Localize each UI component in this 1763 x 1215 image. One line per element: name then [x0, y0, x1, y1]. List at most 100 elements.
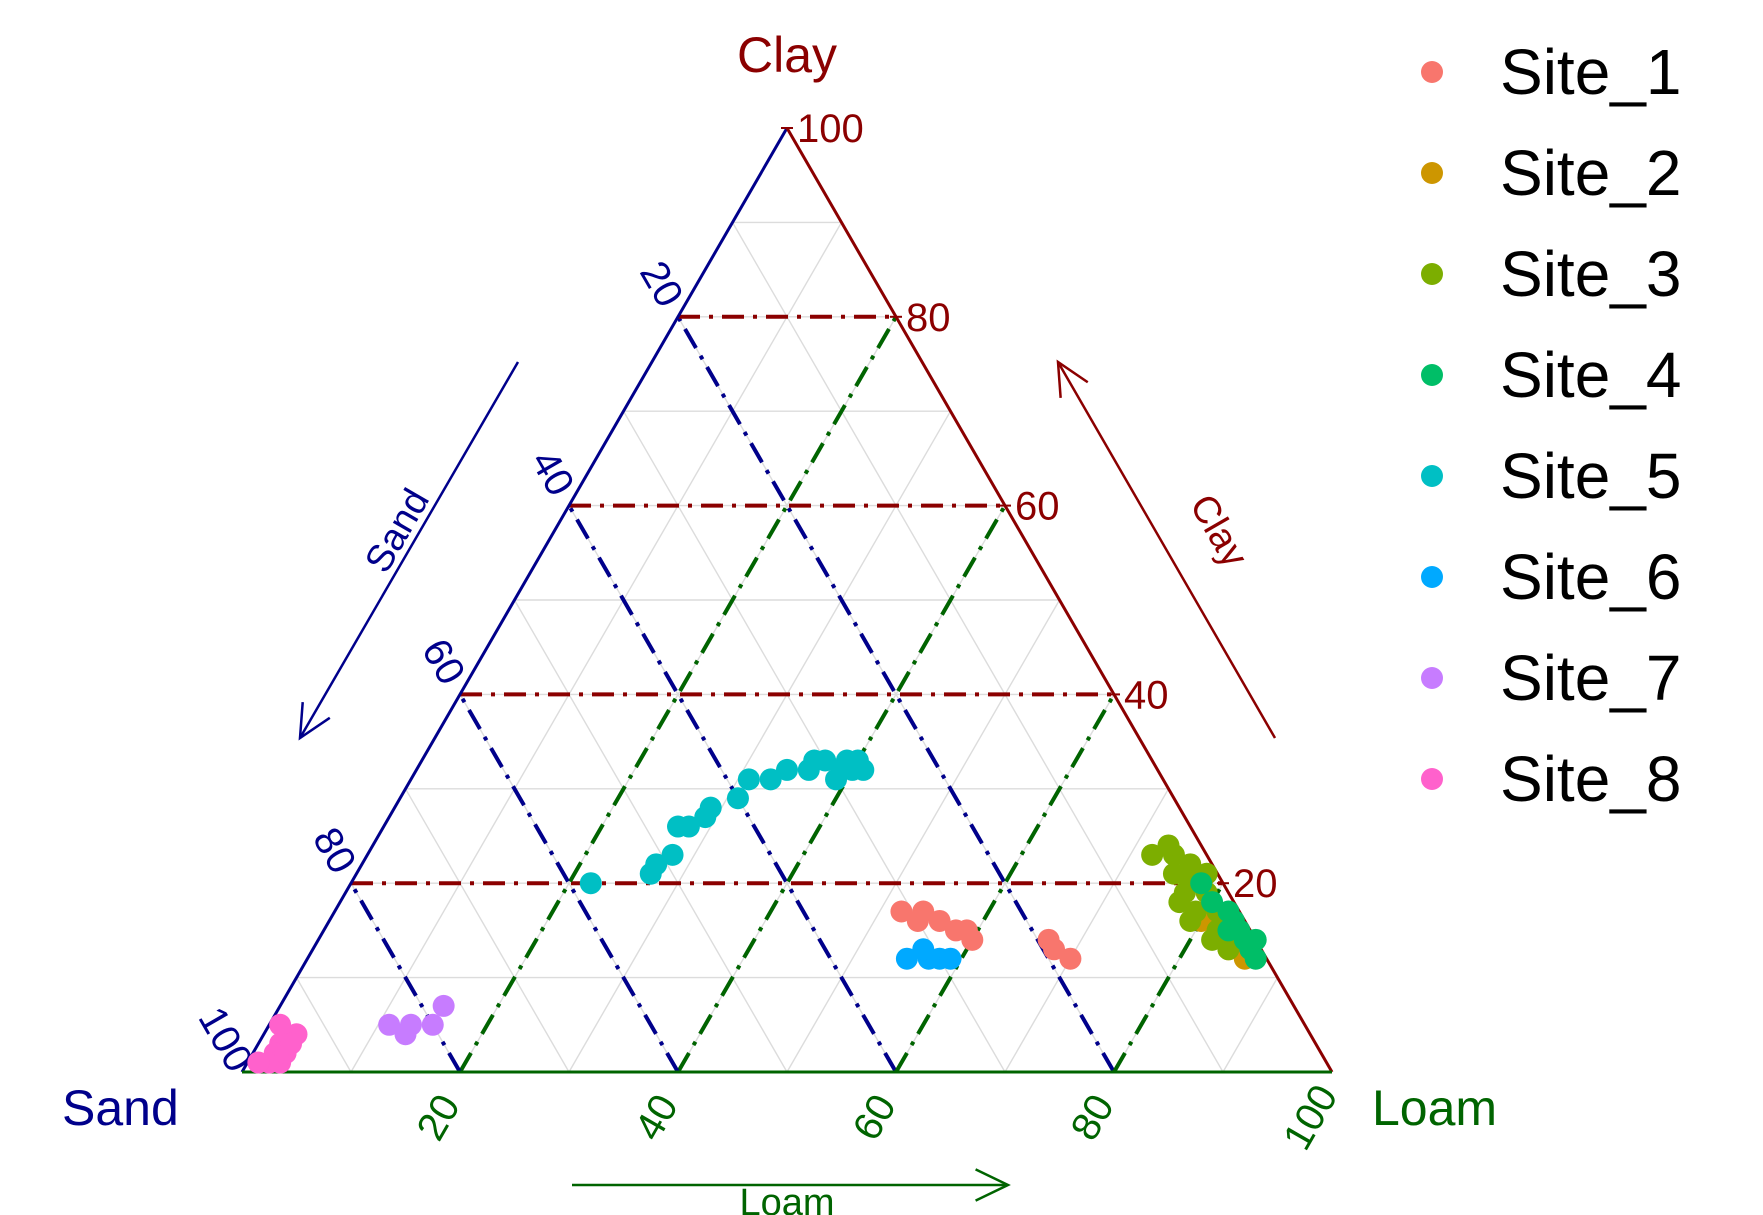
grid-line	[568, 410, 952, 1073]
point-site-4	[1201, 891, 1224, 914]
data-points	[247, 749, 1267, 1074]
loam-arrow-head	[975, 1168, 1011, 1202]
point-site-5	[825, 768, 848, 791]
grid-line	[1004, 788, 1170, 1073]
clay-tick-label: 60	[1015, 485, 1060, 529]
sand-reference-line	[458, 693, 680, 1073]
point-site-3	[1141, 843, 1164, 866]
clay-tick-label: 40	[1124, 673, 1169, 717]
grid-line	[404, 788, 570, 1073]
sand-tick-label: 20	[631, 254, 691, 315]
legend-label: Site_4	[1500, 339, 1681, 411]
point-site-3	[1179, 909, 1202, 932]
point-site-7	[421, 1013, 444, 1036]
point-site-1	[955, 919, 978, 942]
loam-tick-label: 60	[845, 1087, 905, 1148]
point-site-5	[737, 768, 760, 791]
point-site-3	[1157, 834, 1180, 857]
legend-label: Site_8	[1500, 743, 1681, 815]
loam-tick-label: 80	[1063, 1087, 1123, 1148]
clay-tick-label: 100	[797, 107, 864, 151]
loam-corner-title: Loam	[1372, 1080, 1497, 1136]
loam-tick-label: 100	[1275, 1078, 1346, 1158]
clay-arrow	[1056, 361, 1277, 739]
sand-reference-line	[349, 882, 462, 1073]
point-site-5	[726, 787, 749, 810]
sand-corner-title: Sand	[62, 1080, 179, 1136]
sand-axis-edge	[240, 127, 789, 1073]
sand-arrow-head	[298, 702, 331, 741]
loam-reference-line	[458, 315, 898, 1073]
point-site-8	[269, 1013, 292, 1036]
grid-line	[786, 599, 1061, 1073]
point-site-5	[661, 843, 684, 866]
sand-tick-label: 40	[522, 443, 582, 504]
point-site-8	[247, 1051, 270, 1074]
point-site-3	[1217, 938, 1240, 961]
grid-line	[350, 222, 843, 1073]
point-site-6	[895, 947, 918, 970]
legend-marker	[1421, 162, 1443, 184]
loam-tick-label: 40	[627, 1087, 687, 1148]
legend-label: Site_7	[1500, 642, 1681, 714]
grid-line	[1222, 977, 1279, 1073]
point-site-4	[1217, 919, 1240, 942]
legend-marker	[1421, 768, 1443, 790]
axis-arrows	[298, 359, 1277, 1202]
point-site-5	[699, 796, 722, 819]
legend-marker	[1421, 667, 1443, 689]
point-site-4	[1244, 928, 1267, 951]
point-site-5	[776, 758, 798, 781]
grid-line	[295, 977, 352, 1073]
point-site-5	[579, 872, 602, 895]
grid-line	[513, 599, 788, 1073]
point-site-4	[1244, 947, 1267, 970]
point-site-5	[645, 853, 668, 876]
point-site-6	[912, 938, 935, 961]
point-site-1	[1037, 928, 1060, 951]
point-site-4	[1190, 872, 1213, 895]
point-site-3	[1179, 853, 1202, 876]
point-site-1	[1059, 947, 1082, 970]
point-site-1	[928, 909, 951, 932]
legend-label: Site_2	[1500, 137, 1681, 209]
legend-label: Site_6	[1500, 541, 1681, 613]
legend-marker	[1421, 61, 1443, 83]
point-site-3	[1201, 928, 1224, 951]
sand-arrow-title: Sand	[357, 482, 438, 580]
loam-arrow-title: Loam	[739, 1182, 834, 1215]
legend-marker	[1421, 364, 1443, 386]
point-site-3	[1162, 862, 1185, 885]
clay-tick-label: 20	[1233, 862, 1278, 906]
point-site-3	[1168, 891, 1191, 914]
legend-label: Site_3	[1500, 238, 1681, 310]
grid-line	[731, 222, 1224, 1073]
legend-marker	[1421, 465, 1443, 487]
clay-arrow-head	[1056, 359, 1089, 398]
reference-lines	[349, 314, 1225, 1073]
point-site-7	[432, 994, 455, 1017]
point-site-5	[759, 768, 782, 791]
loam-tick-label: 20	[409, 1087, 469, 1148]
legend-marker	[1421, 566, 1443, 588]
grid-line	[622, 410, 1006, 1073]
legend-label: Site_1	[1500, 36, 1681, 108]
legend: Site_1 Site_2 Site_3 Site_4 Site_5 Site_6 Site…	[1421, 36, 1681, 815]
clay-arrow-title: Clay	[1181, 488, 1255, 575]
point-site-5	[677, 815, 700, 838]
point-site-7	[378, 1013, 401, 1036]
clay-corner-title: Clay	[737, 27, 837, 83]
sand-arrow	[298, 361, 520, 739]
legend-label: Site_5	[1500, 440, 1681, 512]
point-site-1	[906, 909, 929, 932]
point-site-5	[852, 758, 875, 781]
point-site-8	[280, 1032, 303, 1055]
point-site-5	[814, 749, 837, 772]
loam-reference-line	[894, 693, 1116, 1073]
sand-tick-label: 80	[304, 820, 364, 881]
clay-tick-label: 80	[906, 296, 951, 340]
point-site-6	[939, 947, 962, 970]
point-site-7	[394, 1023, 417, 1046]
